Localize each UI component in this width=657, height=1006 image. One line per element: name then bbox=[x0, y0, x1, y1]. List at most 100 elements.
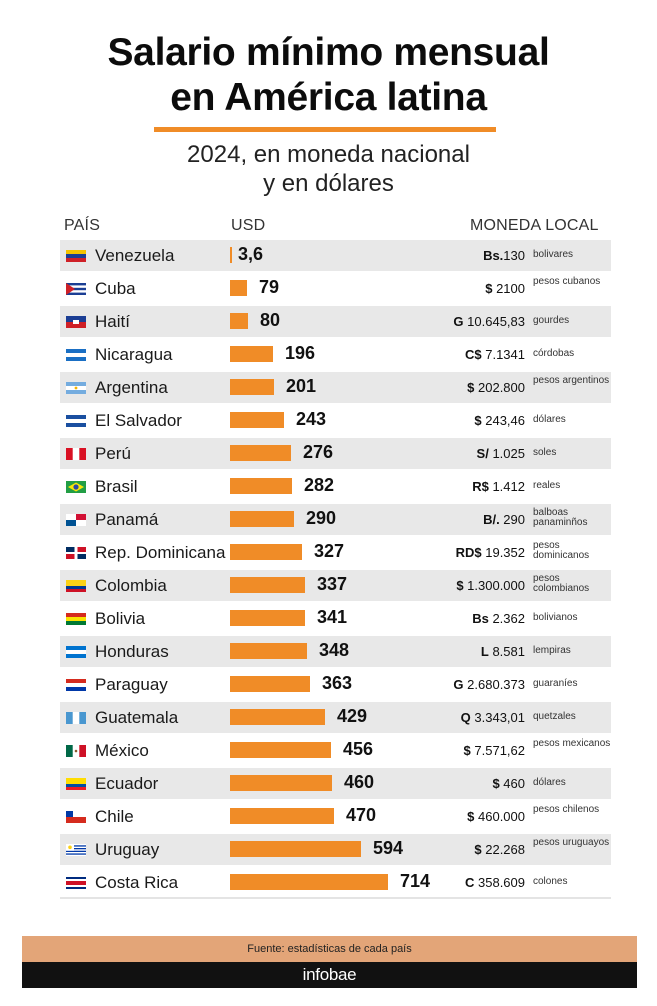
usd-bar bbox=[230, 445, 291, 461]
table-row: Bolivia 341 Bs 2.362 bolivianos bbox=[60, 603, 611, 634]
currency-symbol: $ bbox=[485, 281, 493, 296]
country-name: Honduras bbox=[95, 642, 169, 661]
currency-symbol: $ bbox=[474, 413, 482, 428]
local-amount: $ 7.571,62 bbox=[464, 743, 525, 758]
nicaragua-flag-icon bbox=[66, 349, 86, 361]
country-name: Venezuela bbox=[95, 246, 175, 265]
currency-name: pesos dominicanos bbox=[533, 540, 590, 561]
usd-value-label: 243 bbox=[296, 409, 327, 429]
usd-value-label: 429 bbox=[337, 706, 368, 726]
colombia-flag-icon bbox=[66, 580, 86, 592]
usd-value-label: 470 bbox=[346, 805, 377, 825]
usd-value-label: 348 bbox=[319, 640, 350, 660]
currency-symbol: R$ bbox=[472, 479, 489, 494]
usd-bar bbox=[230, 280, 247, 296]
currency-symbol: S/ bbox=[476, 446, 489, 461]
local-amount: $ 460.000 bbox=[467, 809, 525, 824]
costa-rica-flag-icon bbox=[66, 877, 86, 889]
currency-symbol: B/. bbox=[483, 512, 500, 527]
currency-name: pesos colombianos bbox=[533, 573, 590, 594]
local-amount: $ 202.800 bbox=[467, 380, 525, 395]
usd-value-label: 290 bbox=[306, 508, 337, 528]
currency-name: dólares bbox=[533, 777, 566, 788]
table-row: Brasil 282 R$ 1.412 reales bbox=[60, 471, 611, 502]
local-amount-value: 358.609 bbox=[474, 875, 525, 890]
local-amount-value: 19.352 bbox=[481, 545, 525, 560]
country-name: El Salvador bbox=[95, 411, 182, 430]
usd-bar bbox=[230, 412, 284, 428]
local-amount-value: 7.1341 bbox=[481, 347, 525, 362]
country-name: Uruguay bbox=[95, 840, 160, 859]
usd-bar bbox=[230, 874, 388, 890]
local-amount: $ 2100 bbox=[485, 281, 525, 296]
currency-name: pesos uruguayos bbox=[533, 837, 610, 848]
currency-name: reales bbox=[533, 480, 561, 491]
currency-name: lempiras bbox=[533, 645, 571, 656]
title-underline bbox=[154, 127, 496, 132]
local-amount: C$ 7.1341 bbox=[465, 347, 525, 362]
local-amount-value: 1.300.000 bbox=[463, 578, 525, 593]
currency-symbol: $ bbox=[467, 809, 475, 824]
chart-subtitle: 2024, en moneda nacional y en dólares bbox=[0, 140, 657, 198]
brasil-flag-icon bbox=[66, 481, 86, 493]
currency-name: bolivares bbox=[533, 249, 574, 260]
usd-bar bbox=[230, 808, 334, 824]
usd-bar bbox=[230, 346, 273, 362]
table-row: Costa Rica 714 C 358.609 colones bbox=[60, 867, 611, 898]
table-row: Haití 80 G 10.645,83 gourdes bbox=[60, 306, 611, 337]
usd-value-label: 456 bbox=[343, 739, 374, 759]
table-row: Honduras 348 L 8.581 lempiras bbox=[60, 636, 611, 667]
salary-table: Venezuela 3,6 Bs.130 bolivares Cuba 79 $ 2100 p… bbox=[60, 240, 611, 900]
usd-value-label: 201 bbox=[286, 376, 317, 396]
country-name: Guatemala bbox=[95, 708, 179, 727]
usd-bar bbox=[230, 610, 305, 626]
usd-value-label: 276 bbox=[303, 442, 334, 462]
usd-bar bbox=[230, 775, 332, 791]
table-row: Rep. Dominicana 327 RD$ 19.352 pesos domini… bbox=[60, 537, 611, 568]
usd-bar bbox=[230, 742, 331, 758]
dominican-republic-flag-icon bbox=[66, 547, 86, 559]
country-name: Argentina bbox=[95, 378, 168, 397]
local-amount: S/ 1.025 bbox=[477, 446, 525, 461]
usd-value-label: 80 bbox=[260, 310, 281, 330]
local-amount: $ 460 bbox=[492, 776, 525, 791]
local-amount-value: 202.800 bbox=[474, 380, 525, 395]
local-amount-value: 22.268 bbox=[481, 842, 525, 857]
currency-symbol: $ bbox=[467, 380, 475, 395]
usd-bar bbox=[230, 577, 305, 593]
currency-symbol: Q bbox=[460, 710, 471, 725]
local-amount-value: 10.645,83 bbox=[463, 314, 525, 329]
panama-flag-icon bbox=[66, 514, 86, 526]
country-name: Paraguay bbox=[95, 675, 168, 694]
table-row: Argentina 201 $ 202.800 pesos argentinos bbox=[60, 372, 611, 403]
usd-value-label: 282 bbox=[304, 475, 335, 495]
currency-name: córdobas bbox=[533, 348, 575, 359]
local-amount: Bs.130 bbox=[483, 248, 525, 263]
currency-symbol: Bs. bbox=[483, 248, 504, 263]
usd-value-label: 337 bbox=[317, 574, 348, 594]
argentina-flag-icon bbox=[66, 382, 86, 394]
currency-name: quetzales bbox=[533, 711, 576, 722]
local-amount: G 10.645,83 bbox=[453, 314, 525, 329]
mexico-flag-icon bbox=[66, 745, 86, 757]
country-name: Bolivia bbox=[95, 609, 146, 628]
table-row: Ecuador 460 $ 460 dólares bbox=[60, 768, 611, 799]
usd-bar bbox=[230, 544, 302, 560]
country-name: Cuba bbox=[95, 279, 136, 298]
currency-symbol: C bbox=[465, 875, 475, 890]
local-amount-value: 2.362 bbox=[488, 611, 525, 626]
usd-bar bbox=[230, 379, 274, 395]
country-name: Chile bbox=[95, 807, 134, 826]
cuba-flag-icon bbox=[66, 283, 86, 295]
currency-name: bolivianos bbox=[533, 612, 578, 623]
usd-bar bbox=[230, 676, 310, 692]
local-amount-value: 3.343,01 bbox=[470, 710, 525, 725]
peru-flag-icon bbox=[66, 448, 86, 460]
local-amount-value: 2100 bbox=[492, 281, 525, 296]
local-amount: B/. 290 bbox=[483, 512, 525, 527]
currency-name: dólares bbox=[533, 414, 566, 425]
local-amount: $ 243,46 bbox=[474, 413, 525, 428]
currency-symbol: C$ bbox=[465, 347, 482, 362]
column-header-usd: USD bbox=[231, 217, 266, 234]
source-note: Fuente: estadísticas de cada país bbox=[22, 936, 637, 962]
